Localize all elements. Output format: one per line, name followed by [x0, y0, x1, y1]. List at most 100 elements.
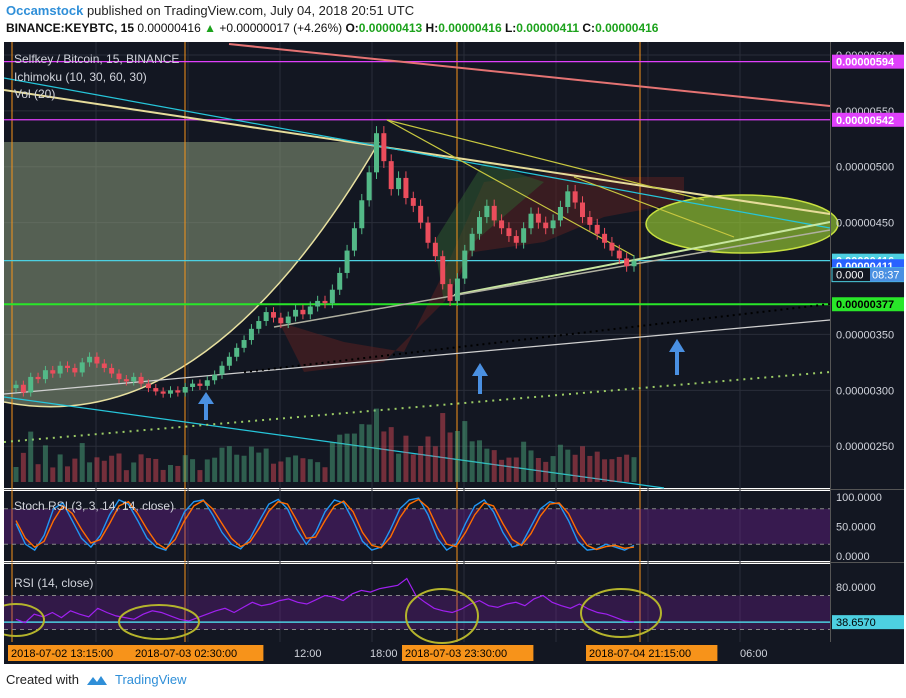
candle-body — [366, 172, 372, 201]
volume-bar — [87, 462, 93, 482]
volume-bar — [528, 450, 534, 482]
volume-bar — [293, 455, 299, 482]
candle-body — [432, 242, 438, 257]
volume-bar — [425, 436, 431, 482]
volume-bar — [469, 441, 475, 482]
time-tag — [8, 645, 140, 661]
target-ellipse — [645, 194, 839, 254]
candle-body — [491, 205, 497, 221]
candle-body — [550, 220, 556, 229]
price-tick: 0.00000450 — [836, 218, 894, 230]
volume-bar — [381, 431, 387, 482]
volume-bar — [477, 440, 482, 482]
candle-body — [79, 362, 85, 373]
candles — [13, 126, 637, 398]
candle-body — [521, 228, 527, 243]
volume-bar — [35, 464, 41, 482]
trendline-support-2[interactable] — [273, 229, 831, 328]
candle-body — [190, 383, 196, 387]
volume-bar — [565, 449, 571, 482]
candle-body — [145, 383, 151, 389]
volume-bar — [72, 458, 78, 482]
last-price: 0.00000416 — [137, 21, 201, 35]
trendline-dotted-black[interactable] — [243, 303, 831, 373]
price-tick: 0.00000300 — [836, 385, 894, 397]
candle-body — [256, 321, 262, 329]
publish-line: Occamstock published on TradingView.com,… — [6, 3, 414, 18]
volume-bar — [256, 452, 262, 482]
candle-body — [160, 391, 166, 394]
volume-bar — [631, 457, 637, 482]
candle-body — [513, 236, 519, 243]
price-tick: 0.00000250 — [836, 441, 894, 453]
candle-body — [543, 222, 549, 229]
volume-bar — [278, 461, 284, 482]
candle-body — [175, 390, 181, 393]
volume-bar — [513, 457, 519, 482]
time-tag — [132, 645, 264, 661]
time-tag-label: 2018-07-04 21:15:00 — [589, 648, 691, 660]
volume-bar — [168, 465, 173, 482]
wedge-line-1[interactable] — [386, 119, 635, 257]
volume-bar — [388, 427, 394, 482]
candle-body — [381, 133, 387, 162]
price-axis[interactable]: 0.000006000.000005500.000005000.00000450… — [831, 50, 905, 630]
time-tag-label: 2018-07-03 02:30:00 — [135, 648, 237, 660]
countdown-time-bg — [870, 267, 904, 282]
volume-bar — [42, 445, 48, 482]
trendline-support-1[interactable] — [453, 221, 831, 296]
time-tag-label: 2018-07-03 23:30:00 — [405, 648, 507, 660]
candle-body — [278, 317, 284, 324]
candle-body — [263, 312, 269, 322]
candle-body — [462, 250, 468, 279]
candle-body — [182, 386, 188, 393]
volume-bar — [594, 451, 600, 482]
candle-body — [271, 312, 276, 318]
candle-body — [425, 222, 431, 243]
level-price-label: 0.00000594 — [836, 57, 895, 69]
high-value: 0.00000416 — [438, 21, 502, 35]
level-price-tag — [832, 54, 904, 69]
volume-bar — [190, 459, 196, 482]
tradingview-link[interactable]: TradingView — [114, 672, 187, 687]
time-tag — [586, 645, 718, 661]
chart-area[interactable]: Selfkey / Bitcoin, 15, BINANCE Ichimoku … — [0, 42, 905, 664]
candle-body — [50, 370, 56, 374]
candle-body — [609, 242, 615, 251]
volume-bar — [550, 456, 556, 482]
volume-bar — [138, 454, 144, 482]
time-axis[interactable]: 2018-07-02 13:15:00 2018-07-03 02:30:00 12… — [8, 645, 768, 661]
candle-body — [322, 300, 328, 304]
legend-stoch: Stoch RSI (3, 3, 14, 14, close) — [14, 499, 174, 513]
wedge-line-3[interactable] — [573, 176, 735, 238]
volume-bar — [322, 467, 328, 482]
candle-body — [344, 250, 350, 273]
open-label: O: — [345, 21, 359, 35]
stoch-line-k — [15, 497, 635, 552]
volume-bar — [57, 454, 63, 482]
author-link[interactable]: Occamstock — [6, 3, 84, 18]
wedge-line-2[interactable] — [386, 119, 705, 201]
volume-bar — [101, 460, 107, 482]
close-value: 0.00000416 — [595, 21, 659, 35]
trendline-red[interactable] — [228, 43, 831, 107]
candle-body — [109, 367, 115, 374]
candle-body — [168, 390, 173, 394]
volume-bar — [491, 450, 497, 482]
volume-bar — [521, 441, 527, 482]
candle-body — [410, 198, 416, 206]
trendline-upper-yellow[interactable] — [3, 89, 831, 215]
trendline-cyan-top[interactable] — [3, 77, 831, 229]
chart-svg[interactable]: Selfkey / Bitcoin, 15, BINANCE Ichimoku … — [0, 42, 905, 664]
candle-body — [565, 191, 571, 207]
candle-body — [20, 384, 26, 393]
candle-body — [587, 217, 593, 225]
stoch-tick: 50.0000 — [836, 522, 876, 534]
rsi-pane — [4, 577, 830, 630]
trendline-dotted-green[interactable] — [3, 371, 831, 443]
arc-area — [4, 142, 379, 407]
trendline-cyan-bottom[interactable] — [3, 396, 665, 489]
volume-bar — [609, 459, 615, 482]
close-label: C: — [582, 21, 596, 35]
volume-bar — [219, 447, 225, 482]
